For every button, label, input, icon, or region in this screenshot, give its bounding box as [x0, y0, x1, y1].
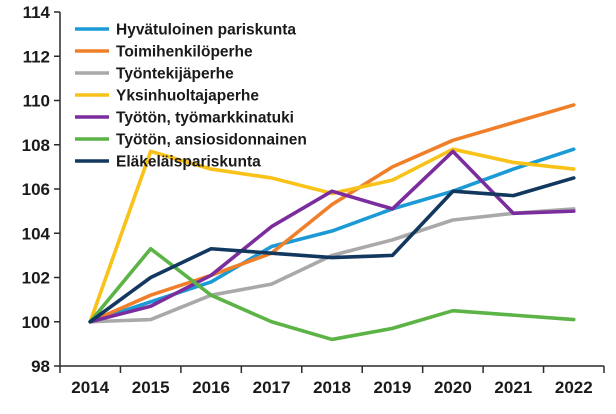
y-tick-label: 104: [22, 224, 51, 243]
series-line-yksinhuoltajaperhe: [88, 147, 576, 324]
y-tick-label: 112: [23, 47, 50, 66]
x-tick-label: 2017: [253, 378, 291, 397]
y-tick-label: 106: [22, 180, 50, 199]
x-tick-label: 2022: [555, 378, 593, 397]
y-tick-label: 100: [22, 313, 50, 332]
series-line-toimihenkiloperhe: [88, 103, 576, 324]
y-tick-label: 108: [22, 136, 50, 155]
legend-label: Työntekijäperhe: [116, 66, 234, 83]
y-tick-label: 114: [23, 3, 51, 22]
x-tick-label: 2014: [71, 378, 109, 397]
y-tick-label: 110: [23, 92, 50, 111]
x-tick-label: 2019: [374, 378, 412, 397]
x-tick-label: 2018: [313, 378, 351, 397]
series-line-tyontekijaperhe: [88, 207, 576, 324]
series-line-hyvatuloinen-pariskunta: [88, 147, 576, 324]
legend-label: Yksinhuoltajaperhe: [116, 88, 259, 105]
legend-label: Työtön, ansiosidonnainen: [116, 132, 307, 149]
y-tick-label: 98: [31, 357, 50, 376]
legend-label: Eläkeläispariskunta: [116, 154, 261, 171]
y-axis-ticks: 98 100 102 104 106 108 110 112 114: [22, 3, 60, 376]
x-tick-label: 2015: [132, 378, 170, 397]
y-tick-label: 102: [22, 269, 50, 288]
x-tick-label: 2016: [192, 378, 230, 397]
legend-label: Toimihenkilöperhe: [116, 44, 253, 61]
series-line-tyoton-ansiosidonnainen: [88, 246, 576, 342]
x-tick-label: 2020: [434, 378, 472, 397]
legend: Hyvätuloinen pariskunta Toimihenkilöperhe…: [75, 22, 307, 171]
series-line-elakelaispariskunta: [88, 176, 576, 324]
legend-label: Työtön, työmarkkinatuki: [116, 110, 294, 127]
x-axis-ticks: 2014 2015 2016 2017 2018 2019 2020 2021 2022: [59, 366, 605, 397]
legend-label: Hyvätuloinen pariskunta: [116, 22, 296, 39]
series-lines: [88, 103, 576, 342]
x-tick-label: 2021: [494, 378, 532, 397]
